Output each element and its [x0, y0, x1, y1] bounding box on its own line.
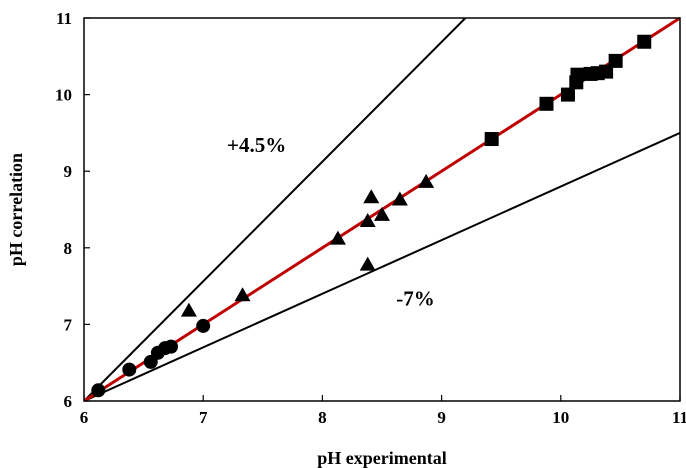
- data-markers: [91, 34, 652, 398]
- reference-line: [84, 18, 467, 401]
- reference-line: [84, 131, 680, 401]
- y-tick-label: 11: [56, 9, 72, 28]
- y-tick-label: 10: [55, 86, 72, 105]
- x-tick-label: 9: [437, 408, 446, 427]
- data-point-circle: [91, 383, 106, 398]
- data-point-square: [570, 67, 585, 82]
- data-point-circle: [122, 362, 137, 377]
- data-point-triangle: [418, 173, 435, 188]
- data-point-triangle: [374, 206, 390, 221]
- y-tick-label: 8: [64, 239, 73, 258]
- data-point-triangle: [329, 230, 346, 245]
- data-point-triangle: [359, 256, 376, 271]
- x-tick-label: 10: [552, 408, 569, 427]
- data-point-circle: [164, 339, 179, 354]
- y-tick-label: 7: [64, 315, 73, 334]
- y-tick-label: 6: [64, 392, 73, 411]
- x-tick-label: 11: [672, 408, 686, 427]
- data-point-triangle: [363, 189, 380, 204]
- y-axis-title: pH correlation: [6, 153, 26, 266]
- data-point-triangle: [391, 191, 408, 206]
- data-point-square: [484, 132, 499, 147]
- annotation-label: +4.5%: [227, 133, 286, 157]
- y-tick-label: 9: [64, 162, 73, 181]
- x-tick-label: 7: [199, 408, 208, 427]
- data-point-triangle: [180, 302, 197, 317]
- data-point-circle: [196, 318, 211, 333]
- axis-ticks: 6 7 8 9 10 11 6 7 8 9 10 11: [55, 9, 686, 427]
- data-point-square: [560, 87, 575, 102]
- data-point-square: [637, 34, 652, 49]
- annotation-label: -7%: [396, 286, 435, 310]
- data-point-square: [599, 64, 614, 79]
- x-tick-label: 8: [318, 408, 327, 427]
- annotations: +4.5% -7%: [227, 133, 435, 310]
- x-axis-title: pH experimental: [317, 448, 446, 468]
- data-point-square: [608, 53, 623, 68]
- data-point-triangle: [234, 287, 251, 302]
- data-point-triangle: [359, 212, 376, 227]
- data-point-square: [539, 96, 554, 111]
- x-tick-label: 6: [80, 408, 89, 427]
- plot-frame: [83, 17, 681, 402]
